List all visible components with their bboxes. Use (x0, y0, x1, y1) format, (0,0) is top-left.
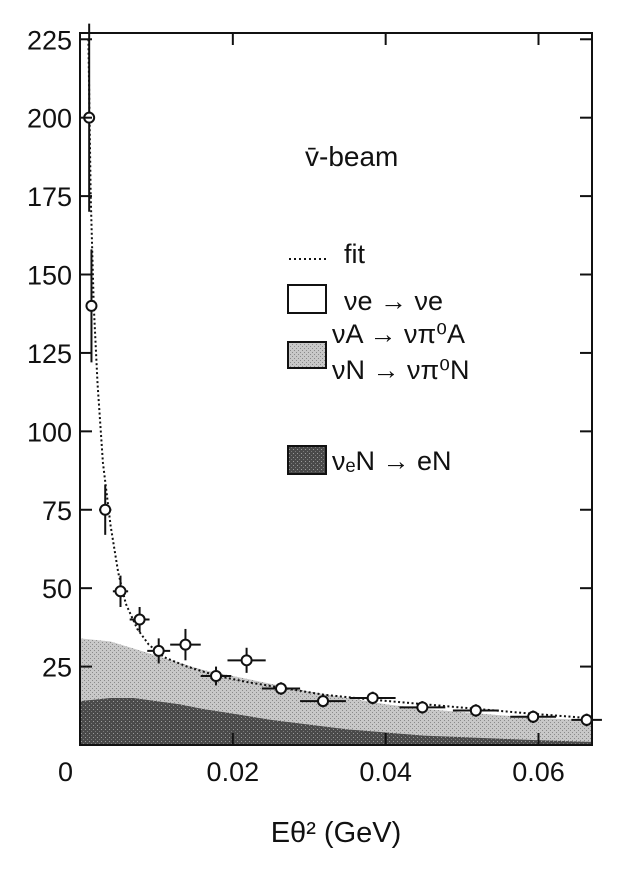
data-point (129, 606, 150, 633)
x-tick-label: 0 (58, 757, 73, 787)
y-tick-label: 75 (42, 496, 72, 526)
data-point (200, 666, 232, 686)
data-point (227, 647, 266, 673)
data-point (112, 575, 129, 607)
data-marker (99, 503, 112, 516)
legend-veN-label: νₑN → eN (332, 446, 452, 476)
areas-layer (80, 638, 592, 745)
legend: fit νe → νe νA → νπ⁰A νN → νπ⁰N νₑN → eN (287, 239, 469, 476)
legend-ve-swatch (287, 284, 327, 314)
data-point (261, 682, 301, 695)
data-marker (416, 701, 429, 714)
data-marker (366, 691, 379, 704)
data-point (170, 628, 201, 661)
y-tick-label: 200 (27, 104, 72, 134)
data-marker (580, 713, 593, 726)
data-marker (317, 695, 330, 708)
beam-annotation: v̄-beam (305, 141, 398, 172)
y-tick-label: 50 (42, 574, 72, 604)
data-marker (210, 669, 223, 682)
legend-veN-swatch (287, 445, 327, 475)
y-tick-label: 225 (27, 25, 72, 55)
legend-pi0-swatch (287, 341, 327, 369)
legend-pi0-label-1: νA → νπ⁰A (332, 319, 465, 349)
data-marker (179, 638, 192, 651)
y-tick-label: 100 (27, 417, 72, 447)
legend-fit-label: fit (344, 239, 366, 269)
x-tick-labels: 0 0.02 0.04 0.06 (58, 757, 565, 787)
y-tick-label: 25 (42, 653, 72, 683)
legend-ve-label: νe → νe (344, 286, 443, 316)
data-point (510, 710, 557, 724)
y-tick-label: 125 (27, 339, 72, 369)
data-point (349, 691, 396, 705)
data-marker (274, 682, 287, 695)
data-marker (85, 299, 98, 312)
y-tick-labels: 25 50 75 100 125 150 175 200 225 (27, 25, 72, 682)
y-tick-label: 175 (27, 182, 72, 212)
ticks-layer (79, 33, 592, 745)
data-point (399, 701, 446, 714)
data-marker (133, 613, 146, 626)
data-marker (469, 704, 482, 717)
plot-frame (79, 32, 593, 746)
area-veN (80, 697, 592, 745)
data-point (571, 713, 602, 727)
x-tick-label: 0.04 (359, 757, 412, 787)
data-marker (527, 710, 540, 723)
data-marker (240, 654, 253, 667)
points-layer (83, 23, 602, 727)
data-point (452, 704, 499, 717)
x-tick-label: 0.06 (512, 757, 565, 787)
y-tick-label: 150 (27, 261, 72, 291)
data-point (99, 484, 112, 535)
data-marker (114, 585, 127, 598)
x-axis-title: Eθ² (GeV) (271, 817, 402, 849)
data-point (85, 249, 98, 363)
data-marker (152, 644, 165, 657)
legend-pi0-label-2: νN → νπ⁰N (332, 355, 469, 385)
data-point (300, 694, 346, 708)
data-point (147, 638, 171, 664)
x-tick-label: 0.02 (207, 757, 260, 787)
